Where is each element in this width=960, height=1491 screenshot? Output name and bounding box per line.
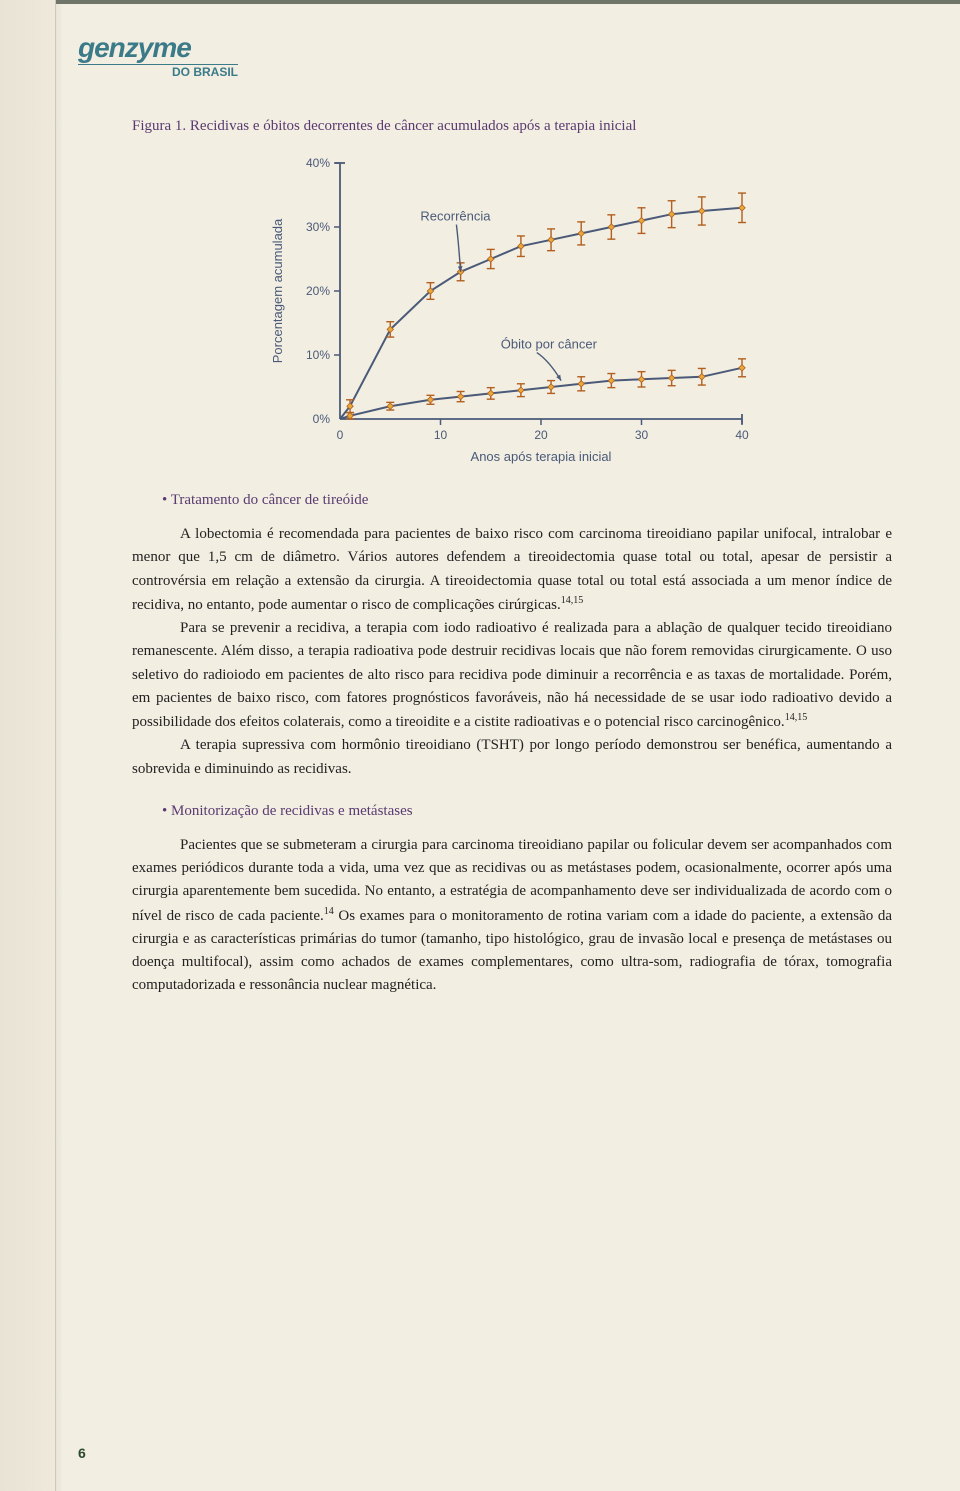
paragraph-1: A lobectomia é recomendada para paciente… [132, 526, 892, 613]
svg-text:0%: 0% [313, 412, 331, 426]
line-chart: 0% 10% 20% 30% 40% 0 10 20 30 40 Porcentagem acumu… [262, 145, 762, 475]
page-content: Figura 1. Recidivas e óbitos decorrentes… [132, 118, 892, 998]
logo-sub-text: DO BRASIL [78, 65, 238, 79]
paragraph-3: A terapia supressiva com hormônio tireoi… [132, 737, 892, 776]
body-block-1: A lobectomia é recomendada para paciente… [132, 523, 892, 781]
ref-sup-2: 14,15 [785, 712, 808, 723]
svg-text:10%: 10% [306, 348, 330, 362]
svg-text:10: 10 [434, 428, 448, 442]
svg-text:Óbito por câncer: Óbito por câncer [501, 337, 598, 352]
svg-text:40%: 40% [306, 156, 330, 170]
left-margin [0, 0, 56, 1491]
svg-text:Recorrência: Recorrência [420, 209, 491, 224]
svg-text:Anos após terapia inicial: Anos após terapia inicial [471, 449, 612, 464]
svg-text:Porcentagem acumulada: Porcentagem acumulada [270, 218, 285, 363]
ref-sup-3: 14 [324, 906, 334, 917]
svg-text:40: 40 [735, 428, 749, 442]
chart-container: 0% 10% 20% 30% 40% 0 10 20 30 40 Porcentagem acumu… [262, 145, 762, 480]
svg-text:30%: 30% [306, 220, 330, 234]
top-rule [56, 0, 960, 4]
svg-text:30: 30 [635, 428, 649, 442]
body-block-2: Pacientes que se submeteram a cirurgia p… [132, 834, 892, 998]
paragraph-2: Para se prevenir a recidiva, a terapia c… [132, 620, 892, 730]
svg-text:20: 20 [534, 428, 548, 442]
ref-sup-1: 14,15 [561, 595, 584, 606]
page-number: 6 [78, 1445, 86, 1461]
svg-text:20%: 20% [306, 284, 330, 298]
brand-logo: genzyme DO BRASIL [78, 34, 238, 79]
section-bullet-treatment: Tratamento do câncer de tireóide [162, 492, 892, 509]
section-bullet-monitoring: Monitorização de recidivas e metástases [162, 803, 892, 820]
logo-main-text: genzyme [78, 34, 238, 62]
svg-text:0: 0 [337, 428, 344, 442]
figure-title: Figura 1. Recidivas e óbitos decorrentes… [132, 118, 892, 135]
